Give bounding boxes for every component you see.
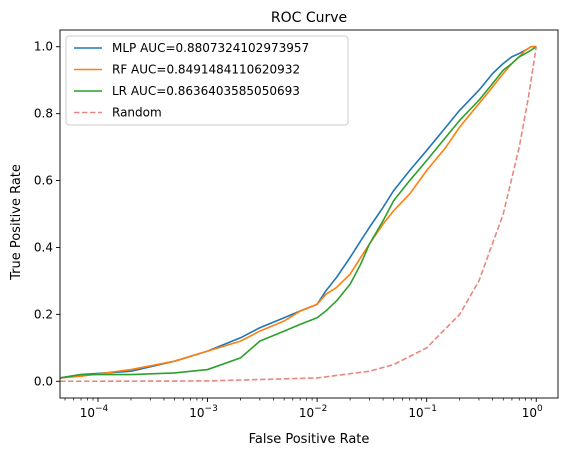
legend-label-2: LR AUC=0.8636403585050693	[112, 84, 300, 98]
y-axis: 0.0 0.2 0.4 0.6 0.8 1.0	[34, 40, 60, 388]
legend-label-0: MLP AUC=0.8807324102973957	[112, 41, 309, 55]
y-tick-label: 0.2	[34, 307, 53, 321]
legend-box	[65, 35, 349, 126]
y-tick-label: 0.8	[34, 107, 53, 121]
series-line-2	[60, 46, 537, 379]
x-tick-label: 100	[522, 404, 543, 420]
x-tick-label: 10−3	[189, 404, 218, 420]
x-axis: 10−4 10−3 10−2 10−1 100	[64, 398, 543, 420]
plot-area	[59, 29, 559, 399]
x-axis-label: False Positive Rate	[249, 432, 370, 447]
x-tick-label: 10−4	[80, 404, 109, 420]
y-tick-label: 0.6	[34, 174, 53, 188]
x-tick-label: 10−2	[299, 404, 328, 420]
legend: MLP AUC=0.8807324102973957 RF AUC=0.84914…	[65, 35, 349, 126]
y-axis-label: True Positive Rate	[9, 164, 24, 281]
plot-frame	[59, 29, 559, 399]
series-line-0	[60, 45, 537, 379]
legend-label-1: RF AUC=0.8491484110620932	[112, 63, 300, 77]
chart-title: ROC Curve	[271, 10, 347, 26]
legend-label-3: Random	[112, 106, 162, 120]
y-tick-label: 0.0	[34, 374, 53, 388]
x-tick-label: 10−1	[408, 404, 437, 420]
series-line-3	[60, 46, 538, 383]
y-tick-label: 1.0	[34, 40, 53, 54]
y-tick-label: 0.4	[34, 240, 53, 254]
